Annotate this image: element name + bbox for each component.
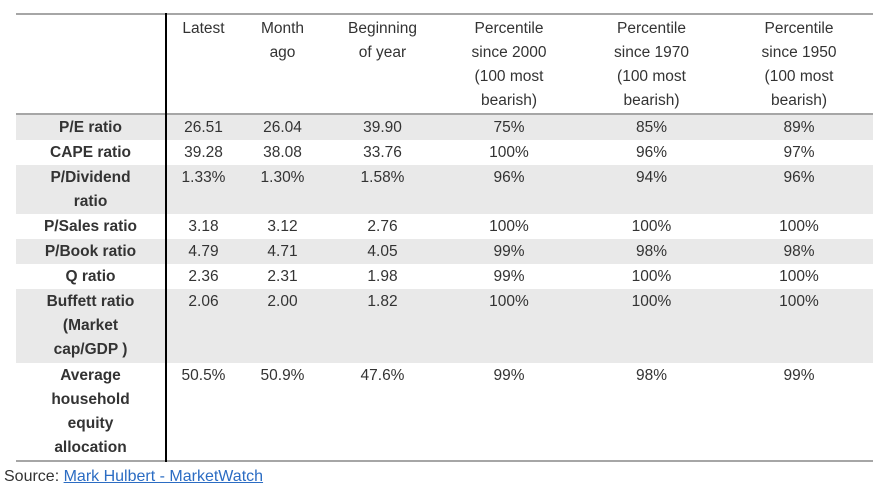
cell-latest: 2.36 <box>188 268 219 285</box>
col-header-percentile-1950: Percentile since 1950 (100 most bearish) <box>761 20 837 109</box>
row-label: P/E ratio <box>16 114 167 140</box>
row-label: Buffett ratio (Market cap/GDP ) <box>16 289 167 363</box>
cell-latest: 2.06 <box>188 293 219 310</box>
row-label: Q ratio <box>16 264 167 289</box>
col-header-latest: Latest <box>182 20 225 37</box>
cell-latest: 39.28 <box>184 144 223 161</box>
table-row-buffett-ratio: Buffett ratio (Market cap/GDP ) 2.06 2.0… <box>16 289 873 363</box>
table-row-pe-ratio: P/E ratio 26.51 26.04 39.90 75% 85% 89% <box>16 114 873 140</box>
cell-beginning-of-year: 1.58% <box>360 169 405 186</box>
cell-percentile-1950: 98% <box>783 243 815 260</box>
cell-month-ago: 4.71 <box>267 243 298 260</box>
table-row-q-ratio: Q ratio 2.36 2.31 1.98 99% 100% 100% <box>16 264 873 289</box>
cell-percentile-1970: 100% <box>631 293 672 310</box>
table-row-p-sales-ratio: P/Sales ratio 3.18 3.12 2.76 100% 100% 1… <box>16 214 873 239</box>
source-link[interactable]: Mark Hulbert - MarketWatch <box>63 468 264 485</box>
source-label: Source: <box>4 468 64 485</box>
table-row-cape-ratio: CAPE ratio 39.28 38.08 33.76 100% 96% 97… <box>16 140 873 165</box>
row-label: P/Dividend ratio <box>16 165 167 214</box>
valuation-metrics-table: Latest Month ago Beginning of year Perce… <box>16 13 873 462</box>
table-row-p-book-ratio: P/Book ratio 4.79 4.71 4.05 99% 98% 98% <box>16 239 873 264</box>
cell-beginning-of-year: 47.6% <box>360 367 405 384</box>
col-header-percentile-1970: Percentile since 1970 (100 most bearish) <box>614 20 689 109</box>
cell-month-ago: 2.00 <box>267 293 298 310</box>
cell-percentile-1950: 96% <box>783 169 815 186</box>
cell-beginning-of-year: 4.05 <box>367 243 398 260</box>
cell-percentile-1970: 98% <box>635 243 668 260</box>
cell-percentile-2000: 100% <box>489 218 529 235</box>
cell-percentile-1970: 98% <box>635 367 668 384</box>
cell-latest: 26.51 <box>184 119 223 136</box>
col-header-beginning-of-year: Beginning of year <box>348 20 417 61</box>
cell-latest: 50.5% <box>181 367 226 384</box>
row-label: P/Sales ratio <box>16 214 167 239</box>
table-row-p-dividend-ratio: P/Dividend ratio 1.33% 1.30% 1.58% 96% 9… <box>16 165 873 214</box>
cell-percentile-2000: 99% <box>493 367 525 384</box>
cell-percentile-2000: 99% <box>493 268 525 285</box>
cell-percentile-1970: 96% <box>635 144 668 161</box>
col-header-month-ago: Month ago <box>260 20 305 61</box>
cell-percentile-2000: 100% <box>489 144 529 161</box>
row-label: Average household equity allocation <box>16 363 167 461</box>
cell-beginning-of-year: 39.90 <box>363 119 402 136</box>
cell-latest: 3.18 <box>188 218 219 235</box>
cell-latest: 4.79 <box>188 243 219 260</box>
cell-percentile-1950: 97% <box>783 144 815 161</box>
cell-beginning-of-year: 33.76 <box>363 144 402 161</box>
col-header-percentile-2000: Percentile since 2000 (100 most bearish) <box>471 20 547 109</box>
source-line: Source: Mark Hulbert - MarketWatch <box>4 468 892 486</box>
table-row-avg-household-equity-allocation: Average household equity allocation 50.5… <box>16 363 873 461</box>
cell-percentile-1970: 100% <box>631 268 672 285</box>
cell-latest: 1.33% <box>181 169 226 186</box>
cell-percentile-1950: 89% <box>783 119 815 136</box>
cell-percentile-2000: 99% <box>493 243 525 260</box>
cell-percentile-2000: 100% <box>489 293 529 310</box>
cell-beginning-of-year: 1.82 <box>367 293 398 310</box>
cell-percentile-1950: 100% <box>779 218 819 235</box>
cell-percentile-1970: 85% <box>635 119 668 136</box>
cell-month-ago: 2.31 <box>267 268 298 285</box>
cell-percentile-2000: 96% <box>493 169 525 186</box>
cell-percentile-1950: 100% <box>779 268 819 285</box>
cell-month-ago: 26.04 <box>263 119 302 136</box>
header-row: Latest Month ago Beginning of year Perce… <box>16 14 873 114</box>
cell-beginning-of-year: 2.76 <box>367 218 398 235</box>
cell-month-ago: 1.30% <box>260 169 305 186</box>
row-label: P/Book ratio <box>16 239 167 264</box>
corner-cell <box>16 14 167 114</box>
cell-percentile-2000: 75% <box>493 119 525 136</box>
cell-month-ago: 50.9% <box>260 367 305 384</box>
cell-month-ago: 38.08 <box>263 144 302 161</box>
cell-beginning-of-year: 1.98 <box>367 268 398 285</box>
cell-percentile-1950: 99% <box>783 367 815 384</box>
cell-percentile-1950: 100% <box>779 293 819 310</box>
cell-month-ago: 3.12 <box>267 218 298 235</box>
cell-percentile-1970: 100% <box>631 218 672 235</box>
row-label: CAPE ratio <box>16 140 167 165</box>
cell-percentile-1970: 94% <box>635 169 668 186</box>
